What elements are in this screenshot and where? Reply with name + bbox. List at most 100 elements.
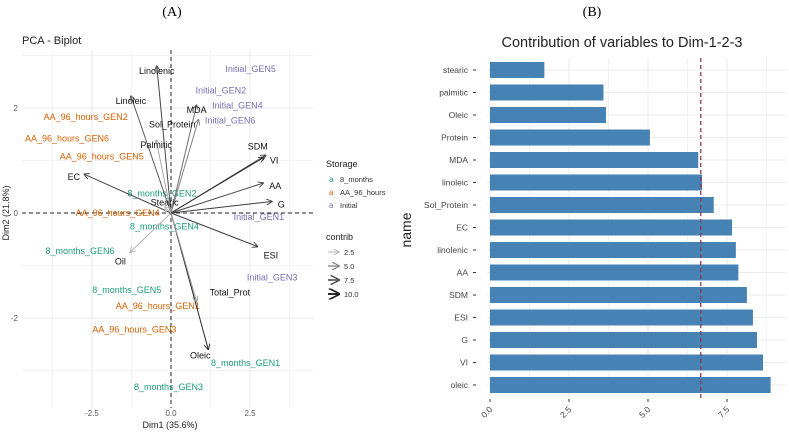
legend-contrib-label: 5.0 — [344, 262, 354, 271]
panel-label-a: (A) — [162, 5, 182, 20]
legend-contrib-label: 2.5 — [344, 248, 354, 257]
variable-label: ESI — [264, 251, 279, 261]
legend-storage-label: Initial — [340, 201, 358, 210]
y-axis-label: name — [398, 212, 414, 247]
bar — [490, 219, 733, 236]
contribution-bar-chart: Contribution of variables to Dim-1-2-3 st… — [398, 35, 786, 420]
y-tick-label: -2 — [11, 314, 19, 323]
y-tick-label: palmitic — [439, 88, 469, 98]
bar — [490, 197, 714, 213]
variable-arrow — [131, 96, 172, 214]
y-tick-label: G — [461, 335, 468, 345]
y-tick-label: MDA — [449, 155, 468, 165]
variable-arrow — [170, 157, 264, 214]
variable-label: SDM — [248, 141, 268, 151]
legend-storage-title: Storage — [326, 159, 358, 169]
bar — [490, 62, 545, 78]
variable-label: AA — [269, 181, 281, 191]
bar — [490, 264, 739, 281]
y-tick-label: linolenic — [437, 245, 468, 255]
y-tick-label: 2 — [14, 104, 19, 113]
y-tick-label: linoleic — [442, 178, 469, 188]
variable-label: Oleic — [190, 351, 211, 361]
variable-label: Linoleic — [116, 96, 147, 106]
bar — [490, 107, 606, 123]
individual-label: Initial_GEN6 — [205, 116, 256, 126]
y-tick-label: oleic — [451, 380, 469, 390]
variable-arrow — [170, 120, 198, 214]
individual-label: Initial_GEN1 — [234, 212, 285, 222]
bar — [490, 309, 753, 326]
individual-label: 8_months_GEN6 — [45, 246, 114, 256]
variable-label: Sol_Protein — [149, 120, 196, 130]
variable-arrow — [84, 174, 172, 214]
bar — [490, 377, 771, 393]
individual-label: AA_96_hours_GEN2 — [44, 112, 128, 122]
individual-label: 8_months_GEN5 — [92, 285, 161, 295]
bar — [490, 129, 650, 146]
individual-label: Initial_GEN4 — [212, 100, 263, 110]
variable-arrow — [170, 201, 272, 214]
variable-label: VI — [270, 155, 279, 165]
variable-label: Total_Prot — [210, 288, 251, 298]
individual-label: AA_96_hours_GEN1 — [116, 301, 200, 311]
y-tick-label: Sol_Protein — [424, 200, 468, 210]
variable-arrow — [170, 183, 263, 214]
x-tick-label: -2.5 — [85, 409, 99, 418]
x-axis-label: Dim1 (35.6%) — [142, 420, 197, 430]
individual-label: AA_96_hours_GEN4 — [76, 208, 160, 218]
legend-storage-key: a — [329, 188, 334, 197]
individual-label: 8_months_GEN4 — [130, 222, 199, 232]
variable-label: Palmitic — [140, 140, 172, 150]
variable-arrow — [170, 212, 258, 247]
x-tick-label: 5.0 — [637, 404, 653, 420]
variable-arrow — [165, 207, 172, 214]
y-tick-label: SDM — [449, 290, 468, 300]
legend-contrib-title: contrib — [326, 232, 353, 242]
bar — [490, 287, 747, 303]
bar — [490, 174, 703, 191]
y-tick-label: EC — [456, 223, 468, 233]
variable-arrow — [157, 66, 172, 214]
y-axis-label: Dim2 (21.8%) — [1, 185, 11, 240]
x-tick-label: 2.5 — [558, 404, 574, 420]
panel-label-b: (B) — [583, 5, 602, 20]
legend-storage-key: a — [329, 175, 334, 184]
legend-contrib-label: 10.0 — [344, 290, 359, 299]
individual-label: Initial_GEN3 — [247, 273, 298, 283]
legend-contrib-label: 7.5 — [344, 276, 354, 285]
x-tick-label: 0.0 — [165, 409, 177, 418]
variable-label: MDA — [187, 105, 207, 115]
pca-biplot: PCA - Biplot -2.5 0.0 2.5 -2 0 2 Dim1 (35.6%) Di… — [1, 35, 386, 430]
y-tick-label: AA — [457, 268, 469, 278]
variable-label: Linolenic — [139, 66, 175, 76]
variable-label: G — [278, 199, 285, 209]
bar — [490, 354, 764, 371]
individual-label: 8_months_GEN1 — [211, 358, 280, 368]
legend-storage-label: AA_96_hours — [340, 188, 386, 197]
y-tick-label: ESI — [454, 313, 468, 323]
variable-label: Stearic — [151, 198, 180, 208]
individual-label: 8_months_GEN3 — [134, 382, 203, 392]
legend-storage-label: 8_months — [340, 175, 373, 184]
variable-arrow — [130, 212, 172, 252]
y-tick-label: Protein — [441, 133, 468, 143]
bar — [490, 332, 758, 348]
y-tick-label: Oleic — [449, 110, 469, 120]
bar — [490, 84, 604, 101]
y-tick-label: stearic — [443, 65, 469, 75]
variable-arrow — [156, 140, 172, 214]
bar — [490, 242, 736, 258]
biplot-title: PCA - Biplot — [22, 35, 81, 47]
x-tick-label: 2.5 — [244, 409, 256, 418]
individual-label: AA_96_hours_GEN3 — [92, 325, 176, 335]
variable-arrow — [170, 105, 197, 214]
individual-label: AA_96_hours_GEN6 — [25, 133, 109, 143]
y-tick-label: 0 — [14, 209, 19, 218]
variable-arrow — [170, 212, 197, 302]
legend-storage-key: a — [329, 201, 334, 210]
variable-label: Oil — [115, 256, 126, 266]
bar — [490, 152, 699, 168]
